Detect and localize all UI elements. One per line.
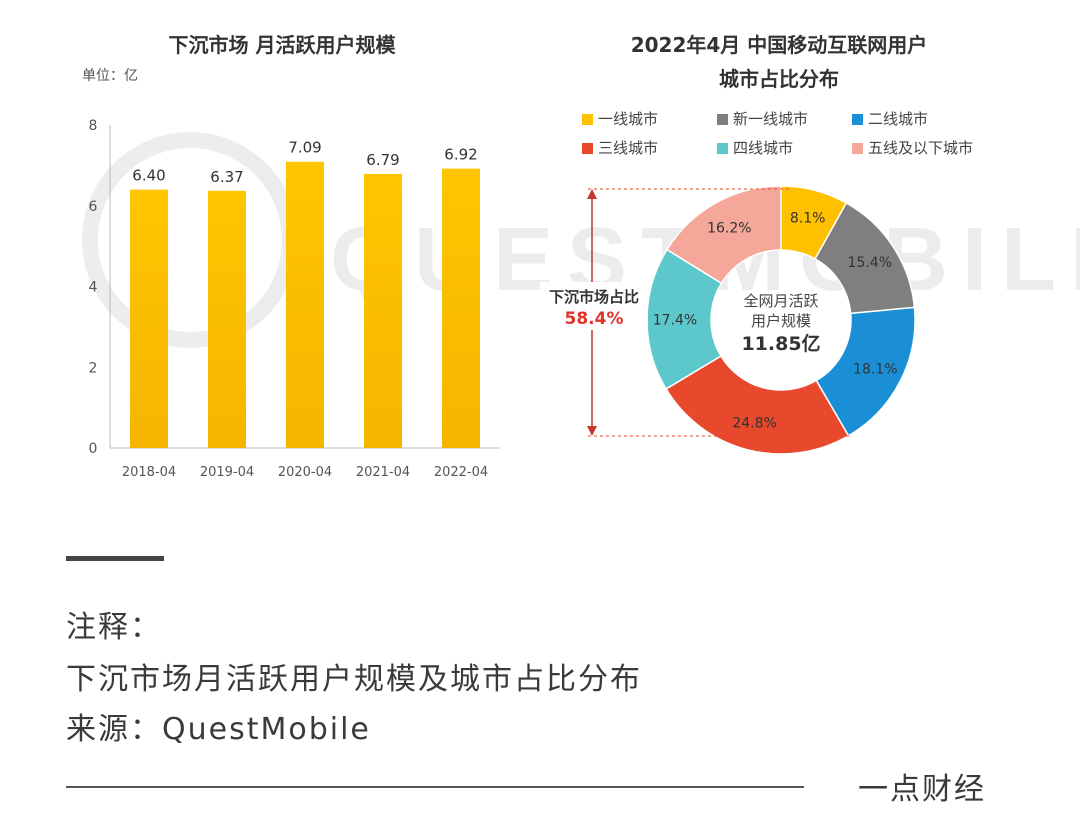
bar	[208, 190, 246, 448]
legend-swatch	[717, 114, 728, 125]
donut-slice	[665, 185, 782, 285]
bar	[364, 173, 402, 448]
caption-label: 注释：	[66, 610, 162, 645]
bars: 6.40 2018-04 6.37 2019-04 7.09 2020-04 6.79 202…	[122, 139, 488, 480]
legend-label: 三线城市	[598, 139, 658, 157]
y-tick-label: 8	[89, 118, 98, 134]
bar-chart-unit: 单位：亿	[82, 68, 138, 84]
slice-value-label: 15.4%	[848, 255, 892, 271]
legend-label: 五线及以下城市	[868, 139, 973, 157]
y-tick-label: 4	[89, 280, 98, 296]
caption-source: 来源：QuestMobile	[66, 712, 371, 747]
x-tick-label: 2019-04	[200, 465, 254, 480]
bar	[442, 168, 480, 449]
slice-value-label: 18.1%	[853, 361, 897, 377]
bar-value-label: 6.37	[210, 168, 243, 186]
annotation-label: 下沉市场占比	[549, 288, 639, 306]
donut-slices	[646, 185, 916, 455]
slice-value-label: 16.2%	[707, 220, 751, 236]
brand-name: 一点财经	[858, 772, 986, 807]
donut-center-value: 11.85亿	[741, 332, 820, 355]
legend-swatch	[717, 143, 728, 154]
bar-chart-title: 下沉市场 月活跃用户规模	[169, 33, 397, 57]
bar	[130, 189, 168, 448]
bar-value-label: 6.92	[444, 146, 477, 164]
donut-slice	[646, 248, 723, 390]
bar	[286, 161, 324, 448]
donut-slice	[665, 354, 850, 455]
sinking-market-annotation: 下沉市场占比 58.4%	[540, 188, 850, 437]
donut-chart-title-line1: 2022年4月 中国移动互联网用户	[631, 33, 928, 57]
annotation-arrow-up-icon	[587, 189, 597, 199]
donut-center-line1: 全网月活跃	[743, 292, 818, 310]
legend-swatch	[582, 114, 593, 125]
caption-text: 下沉市场月活跃用户规模及城市占比分布	[66, 662, 642, 697]
legend-label: 一线城市	[598, 110, 658, 128]
annotation-value: 58.4%	[565, 309, 624, 329]
slice-value-label: 17.4%	[653, 312, 697, 328]
bar-chart: 下沉市场 月活跃用户规模 单位：亿 0 2 4 6 8 6.40 2018-04 6.37 2…	[82, 33, 500, 480]
bar-value-label: 6.40	[132, 167, 165, 185]
x-tick-label: 2020-04	[278, 465, 332, 480]
slice-value-label: 8.1%	[790, 210, 826, 226]
legend-swatch	[852, 114, 863, 125]
legend-label: 新一线城市	[733, 110, 808, 128]
footer-divider	[66, 786, 804, 788]
y-tick-label: 2	[89, 360, 98, 376]
legend-swatch	[582, 143, 593, 154]
watermark-logo-icon	[82, 132, 298, 348]
x-tick-label: 2022-04	[434, 465, 488, 480]
x-tick-label: 2021-04	[356, 465, 410, 480]
caption-divider	[66, 556, 164, 561]
bar-value-label: 7.09	[288, 139, 321, 157]
legend-swatch	[852, 143, 863, 154]
y-tick-label: 0	[89, 441, 98, 457]
legend-label: 四线城市	[733, 139, 793, 157]
x-tick-label: 2018-04	[122, 465, 176, 480]
annotation-arrow-down-icon	[587, 426, 597, 436]
legend-label: 二线城市	[868, 110, 928, 128]
donut-chart-title-line2: 城市占比分布	[719, 67, 839, 91]
y-tick-label: 6	[89, 199, 98, 215]
donut-center-line2: 用户规模	[751, 312, 811, 330]
y-axis-ticks: 0 2 4 6 8	[89, 118, 98, 457]
donut-chart: 2022年4月 中国移动互联网用户 城市占比分布 一线城市 新一线城市 二线城市三线…	[540, 33, 973, 455]
bar-value-label: 6.79	[366, 151, 399, 169]
slice-value-label: 24.8%	[732, 416, 776, 432]
slice-labels: 8.1% 15.4% 18.1% 24.8% 17.4% 16.2%	[653, 210, 898, 431]
